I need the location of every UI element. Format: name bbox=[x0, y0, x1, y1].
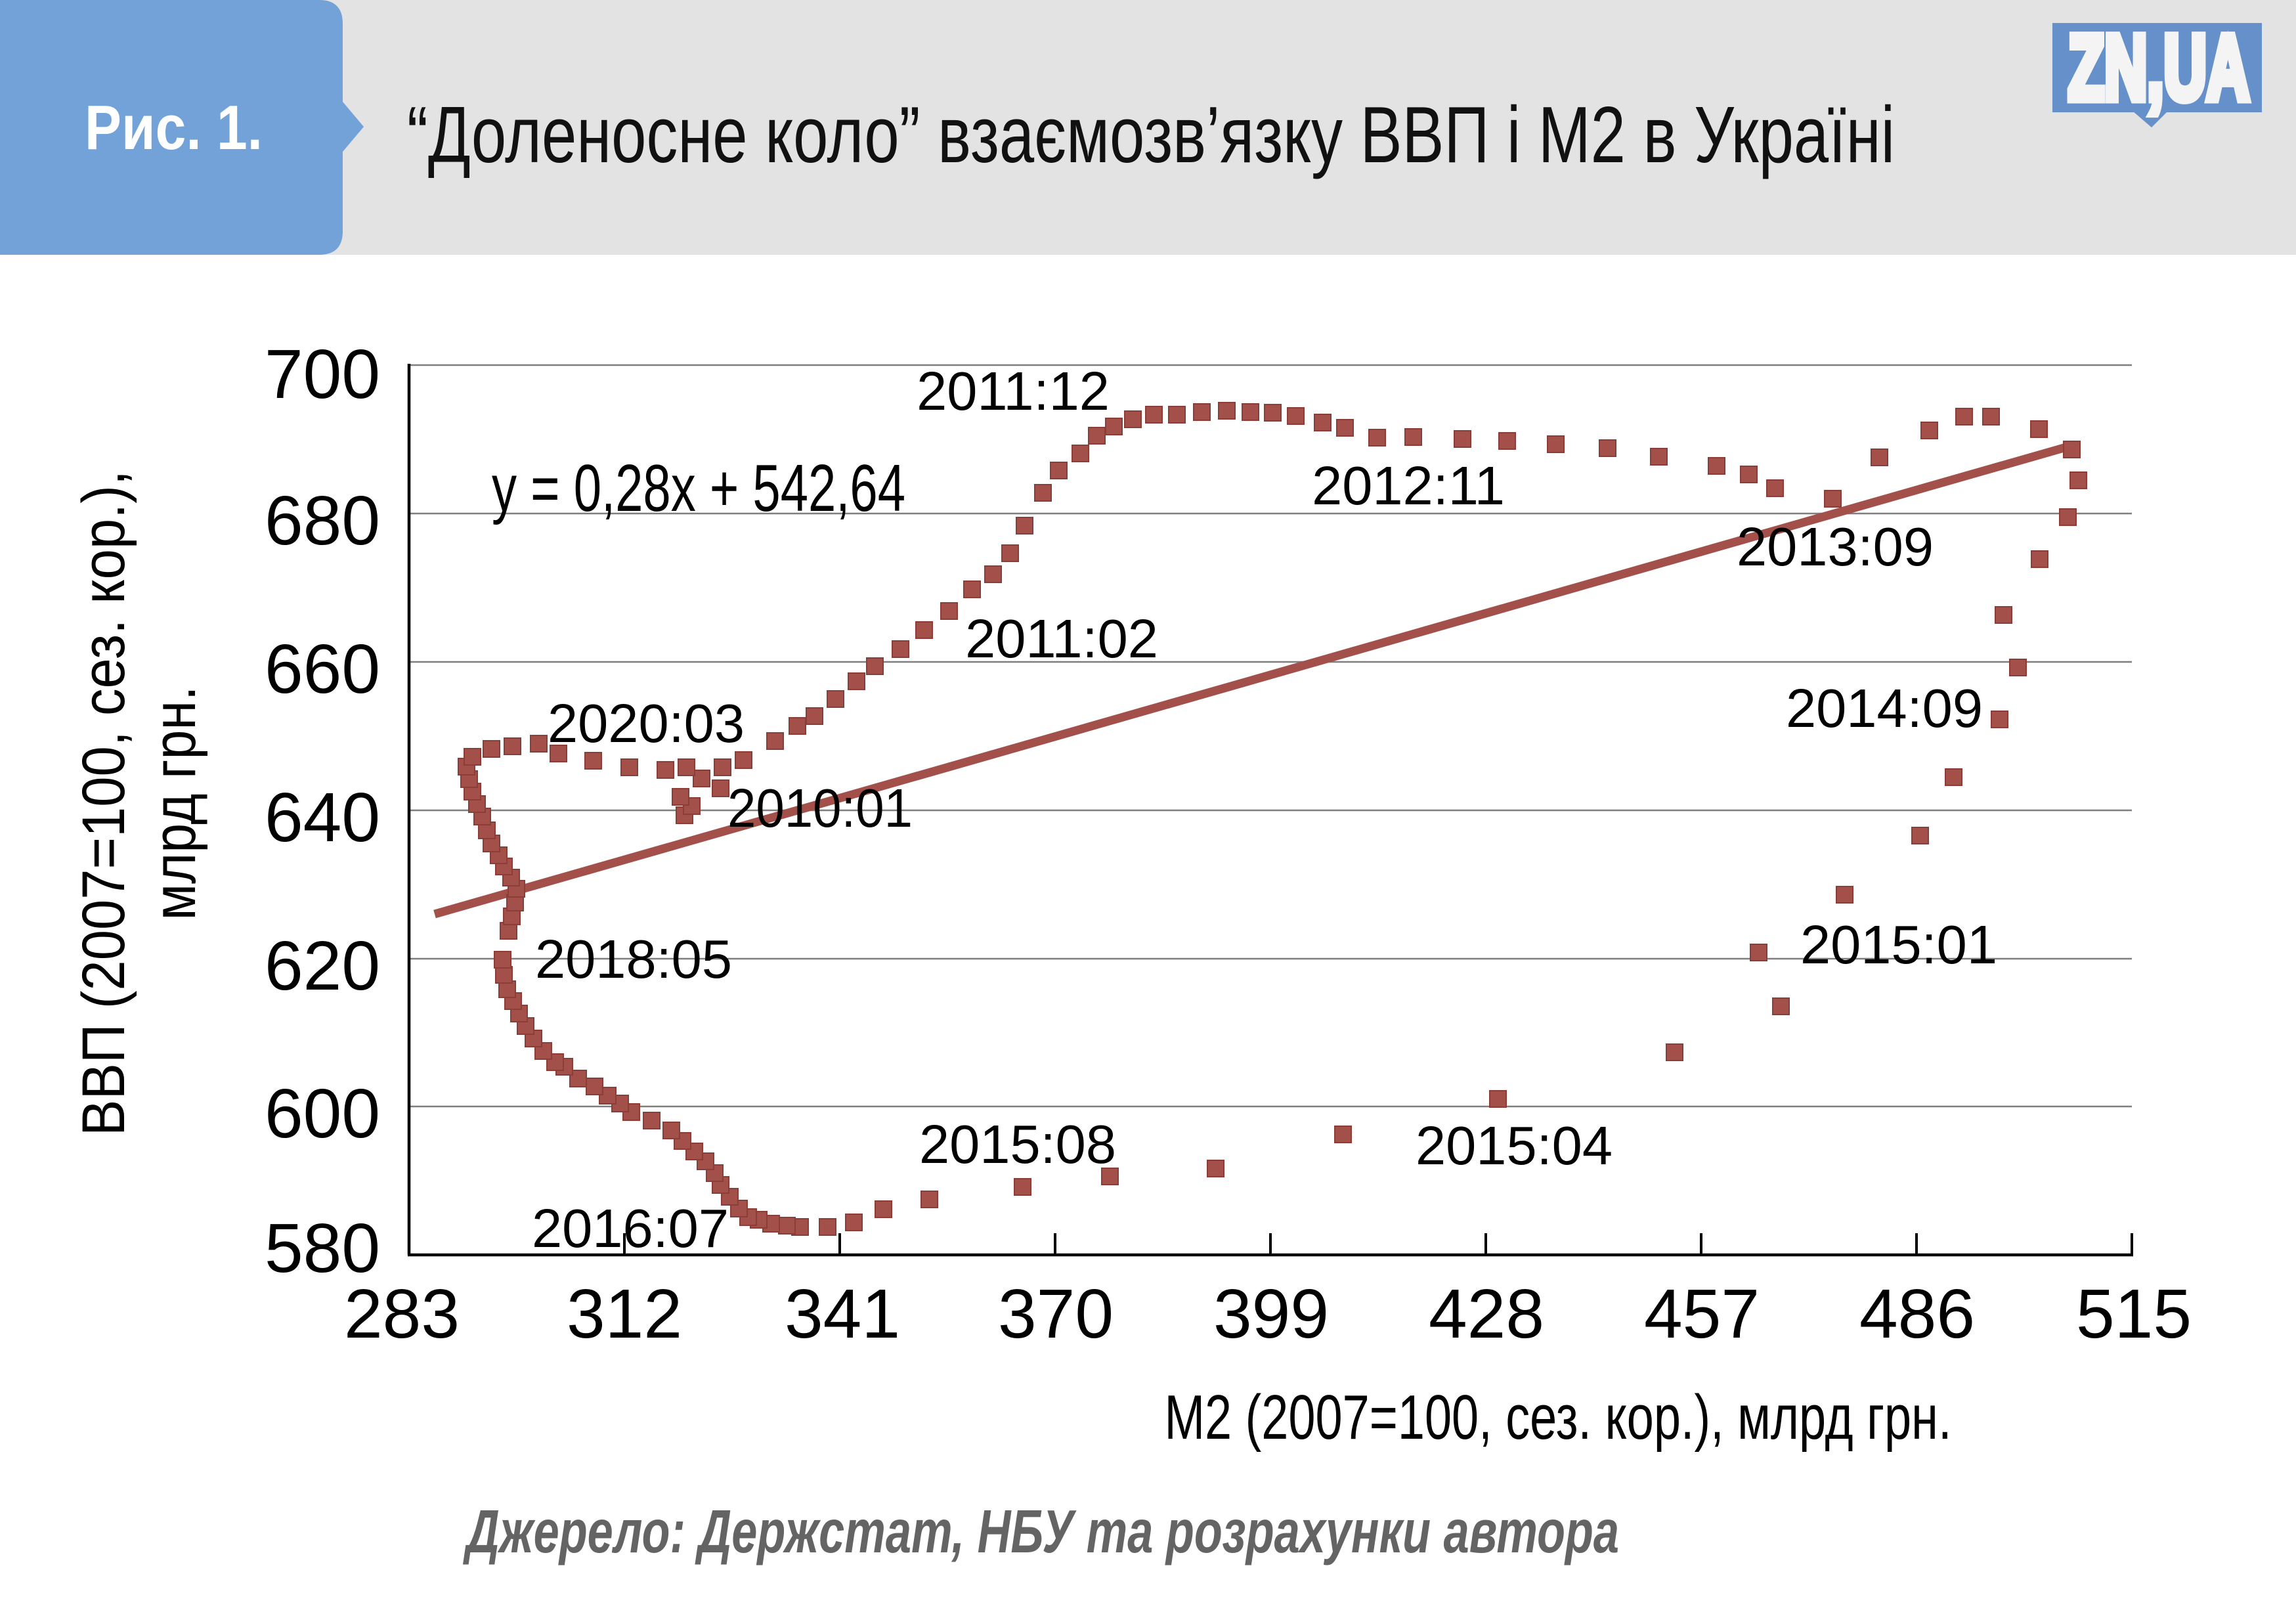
svg-text:Джерело: Держстат, НБУ та розр: Джерело: Держстат, НБУ та розрахунки авт… bbox=[463, 1497, 1619, 1565]
svg-text:2020:03: 2020:03 bbox=[548, 693, 745, 754]
svg-text:399: 399 bbox=[1213, 1275, 1329, 1353]
svg-text:428: 428 bbox=[1429, 1275, 1544, 1353]
svg-text:515: 515 bbox=[2076, 1275, 2192, 1353]
svg-text:“Доленосне коло” взаємозв’язку: “Доленосне коло” взаємозв’язку ВВП і М2 … bbox=[407, 90, 1895, 179]
svg-text:680: 680 bbox=[265, 482, 380, 559]
svg-text:М2 (2007=100, сез. кор.), млрд: М2 (2007=100, сез. кор.), млрд грн. bbox=[1165, 1382, 1952, 1453]
svg-text:y = 0,28x + 542,64: y = 0,28x + 542,64 bbox=[492, 452, 905, 525]
svg-text:660: 660 bbox=[265, 630, 380, 708]
svg-text:2015:08: 2015:08 bbox=[919, 1114, 1116, 1175]
svg-text:486: 486 bbox=[1859, 1275, 1975, 1353]
svg-text:2018:05: 2018:05 bbox=[535, 929, 732, 990]
svg-text:2012:11: 2012:11 bbox=[1312, 455, 1505, 516]
svg-text:620: 620 bbox=[265, 927, 380, 1005]
svg-text:ВВП (2007=100, сез. кор.),: ВВП (2007=100, сез. кор.), bbox=[70, 470, 137, 1136]
svg-text:2014:09: 2014:09 bbox=[1786, 678, 1983, 739]
svg-text:2011:02: 2011:02 bbox=[965, 608, 1158, 669]
svg-text:ZN,UA: ZN,UA bbox=[2068, 16, 2249, 119]
svg-text:341: 341 bbox=[785, 1275, 900, 1353]
svg-text:283: 283 bbox=[344, 1275, 460, 1353]
svg-text:2016:07: 2016:07 bbox=[532, 1198, 729, 1259]
svg-text:580: 580 bbox=[265, 1210, 380, 1287]
svg-text:Рис. 1.: Рис. 1. bbox=[85, 93, 263, 163]
svg-text:млрд грн.: млрд грн. bbox=[141, 686, 208, 921]
svg-text:312: 312 bbox=[567, 1275, 682, 1353]
svg-text:2010:01: 2010:01 bbox=[727, 777, 913, 839]
svg-text:2011:12: 2011:12 bbox=[917, 361, 1110, 422]
svg-text:2015:04: 2015:04 bbox=[1416, 1115, 1613, 1176]
svg-text:457: 457 bbox=[1644, 1275, 1760, 1353]
svg-text:640: 640 bbox=[265, 779, 380, 856]
svg-text:700: 700 bbox=[265, 336, 380, 413]
svg-text:2013:09: 2013:09 bbox=[1737, 516, 1934, 577]
svg-text:370: 370 bbox=[998, 1275, 1114, 1353]
svg-text:2015:01: 2015:01 bbox=[1800, 914, 1997, 975]
svg-text:600: 600 bbox=[265, 1075, 380, 1152]
